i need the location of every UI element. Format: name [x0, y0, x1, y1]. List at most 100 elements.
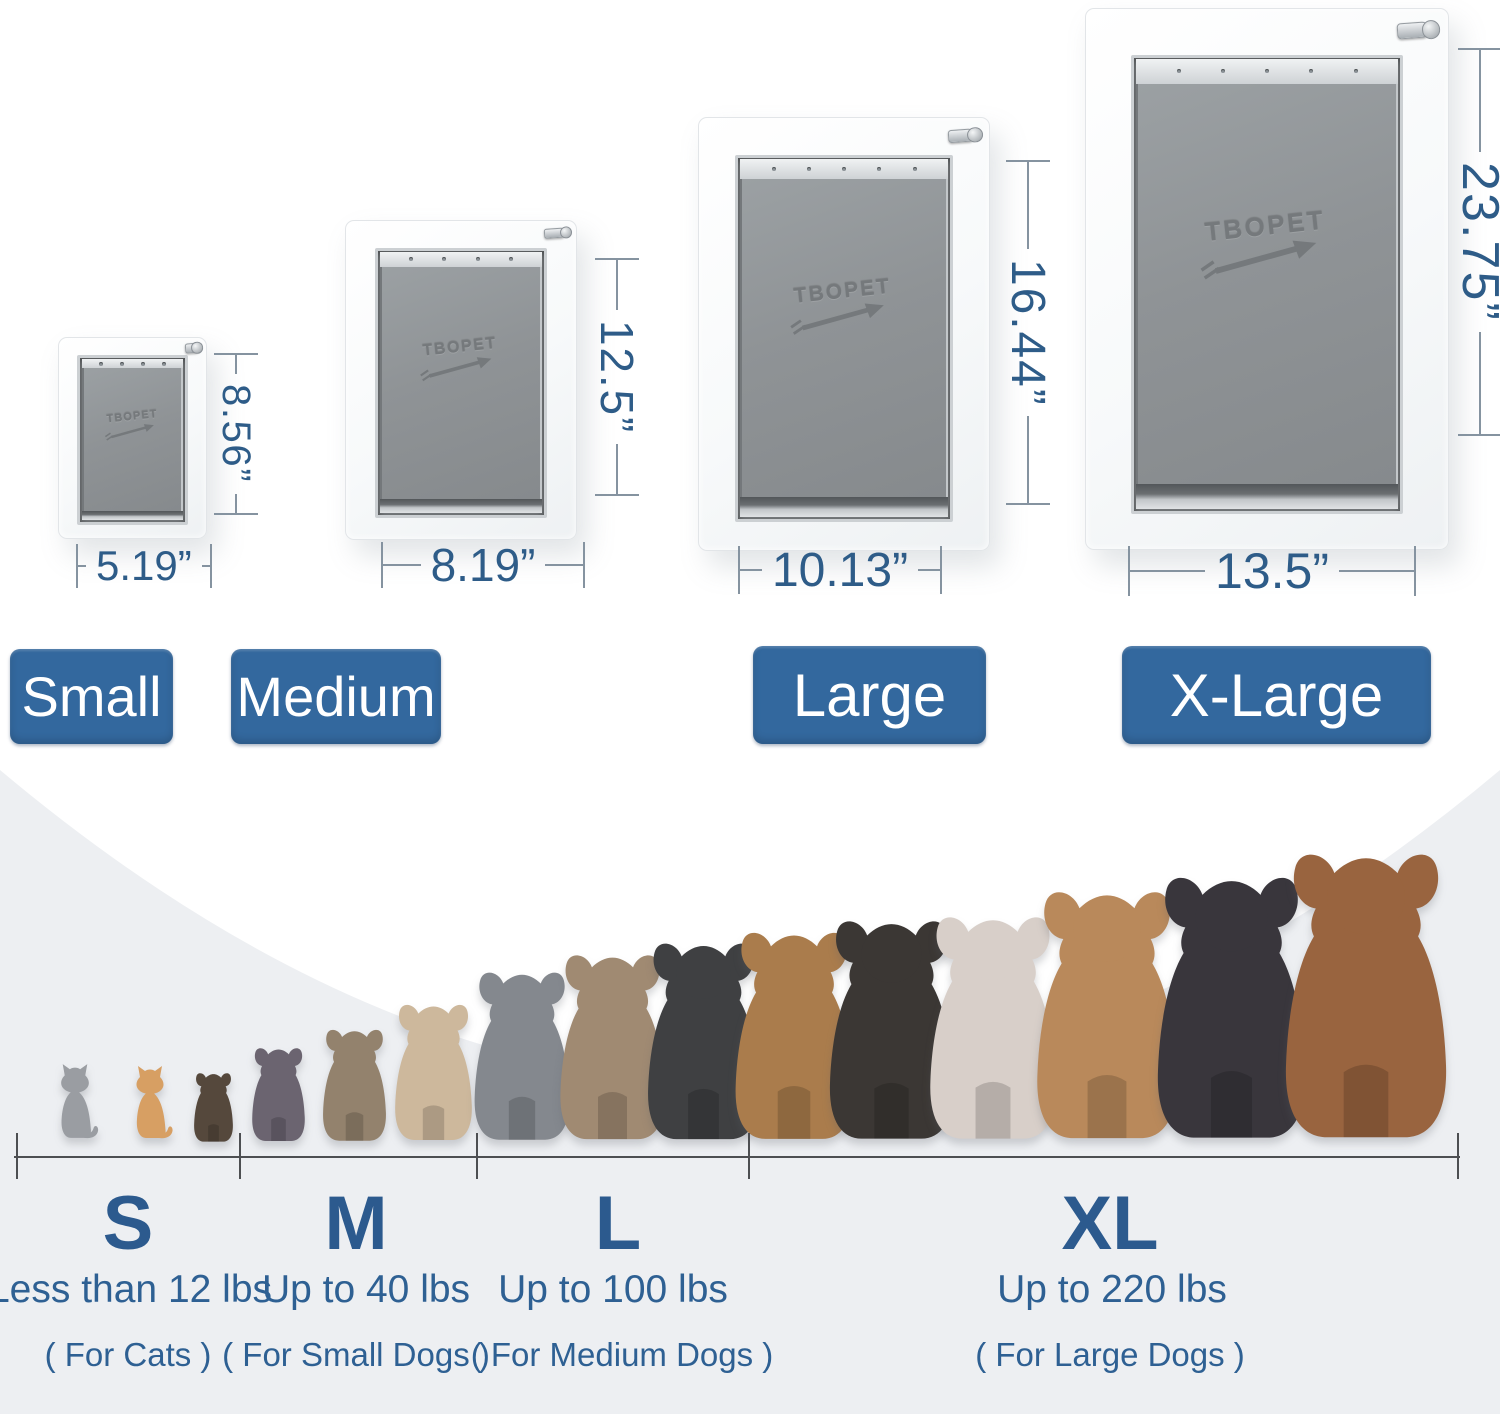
segment-weight-m: Up to 40 lbs — [261, 1268, 471, 1311]
screw-icon — [120, 361, 125, 366]
door-medium-latch-icon — [543, 226, 572, 240]
pet-door-medium: TBOPET — [345, 220, 577, 540]
dimension-tick — [595, 494, 639, 496]
dimension-line — [545, 564, 584, 566]
dimension-line — [616, 444, 618, 494]
large-width-label: 10.13” — [771, 543, 909, 597]
dimension-line — [1479, 331, 1481, 434]
dimension-tick — [940, 546, 943, 594]
door-xlarge-latch-icon — [1396, 18, 1442, 40]
pet-orange-kitten — [123, 1063, 177, 1143]
size-axis-line — [14, 1156, 1460, 1158]
segment-weight-s: Less than 12 lbs — [0, 1268, 273, 1311]
dimension-line — [234, 355, 237, 375]
dimension-tick — [1414, 546, 1416, 596]
dimension-tick — [1458, 48, 1500, 50]
dimension-line — [1479, 50, 1481, 153]
dimension-medium-width: 8.19” — [381, 539, 586, 591]
large-height-label: 16.44” — [1001, 258, 1054, 407]
segment-code-s: S — [102, 1181, 154, 1266]
screw-icon — [771, 166, 776, 171]
pet-shih-tzu — [318, 1026, 391, 1143]
dimension-large-height: 16.44” — [1000, 160, 1055, 505]
screw-icon — [442, 257, 447, 262]
logo-arrow-icon — [420, 357, 492, 382]
screw-icon — [877, 166, 882, 171]
segment-for-l: ( For Medium Dogs ) — [470, 1336, 774, 1373]
pet-french-bulldog — [389, 1000, 478, 1143]
size-axis-tick — [748, 1133, 750, 1179]
size-axis-tick — [1457, 1133, 1459, 1179]
door-medium-threshold — [379, 498, 543, 514]
brand-logo: TBOPET — [785, 275, 903, 337]
screw-icon — [508, 257, 513, 262]
dimension-tick — [381, 542, 383, 588]
door-xlarge-opening: TBOPET — [1131, 54, 1403, 514]
screw-icon — [842, 166, 846, 171]
pet-door-large: TBOPET — [698, 117, 990, 551]
door-large-opening: TBOPET — [735, 154, 953, 522]
dimension-line — [740, 569, 762, 571]
dimension-tick — [1128, 546, 1130, 596]
screw-icon — [1176, 69, 1181, 74]
dimension-line — [1338, 570, 1414, 572]
dimension-tick — [213, 513, 258, 516]
door-xlarge-flap: TBOPET — [1136, 83, 1398, 484]
pet-chihuahua — [191, 1071, 236, 1143]
size-button-xlarge[interactable]: X-Large — [1122, 646, 1431, 744]
screw-icon — [806, 166, 811, 171]
logo-arrow-icon — [790, 303, 884, 335]
door-small-threshold — [82, 510, 183, 520]
dimension-tick — [595, 258, 639, 260]
small-height-label: 8.56” — [214, 384, 258, 484]
dimension-tick — [738, 546, 740, 594]
dimension-line — [616, 260, 618, 310]
door-xlarge-threshold — [1136, 484, 1398, 509]
size-button-medium[interactable]: Medium — [231, 649, 441, 744]
dimension-line — [78, 565, 86, 567]
pet-saint-bernard — [1273, 845, 1459, 1143]
screw-icon — [1353, 69, 1358, 74]
dimension-line — [201, 565, 210, 567]
screw-icon — [1220, 69, 1225, 74]
door-medium-flap: TBOPET — [379, 266, 543, 499]
door-small-flap: TBOPET — [82, 368, 183, 511]
dimension-line — [1026, 162, 1029, 249]
logo-arrow-icon — [104, 423, 154, 441]
screw-icon — [912, 166, 917, 171]
dimension-large-width: 10.13” — [738, 544, 943, 597]
size-chart-section: S Less than 12 lbs ( For Cats ) M Up to … — [0, 752, 1500, 1414]
segment-for-xl: ( For Large Dogs ) — [975, 1336, 1245, 1373]
latch-pin — [191, 341, 204, 354]
dimension-tick — [1005, 160, 1050, 162]
size-axis-tick — [16, 1133, 18, 1179]
dimension-line — [918, 569, 941, 571]
latch-pin — [967, 126, 984, 143]
brand-logo: TBOPET — [102, 408, 164, 441]
dimension-tick — [209, 544, 212, 588]
dimension-medium-height: 12.5” — [590, 258, 644, 496]
dimension-tick — [213, 353, 258, 355]
medium-width-label: 8.19” — [430, 539, 536, 591]
medium-height-label: 12.5” — [591, 319, 643, 435]
segment-code-xl: XL — [1061, 1181, 1159, 1266]
dimension-tick — [76, 544, 78, 588]
door-large-latch-icon — [948, 125, 984, 143]
screw-icon — [140, 361, 145, 366]
dimension-line — [1130, 570, 1206, 572]
door-small-latch-icon — [185, 341, 204, 354]
segment-code-l: L — [594, 1181, 642, 1266]
pet-door-xlarge: TBOPET — [1085, 8, 1449, 550]
door-small-screw-bar — [82, 359, 183, 369]
pet-door-small: TBOPET — [58, 337, 207, 539]
dimension-tick — [1005, 503, 1050, 505]
size-axis-tick — [476, 1133, 478, 1179]
size-button-large[interactable]: Large — [753, 646, 986, 744]
dimension-line — [383, 564, 421, 566]
segment-for-m: ( For Small Dogs ) — [222, 1336, 490, 1373]
screw-icon — [475, 257, 480, 262]
door-large-threshold — [740, 497, 948, 517]
logo-arrow-icon — [1200, 240, 1317, 280]
size-button-small[interactable]: Small — [10, 649, 173, 744]
